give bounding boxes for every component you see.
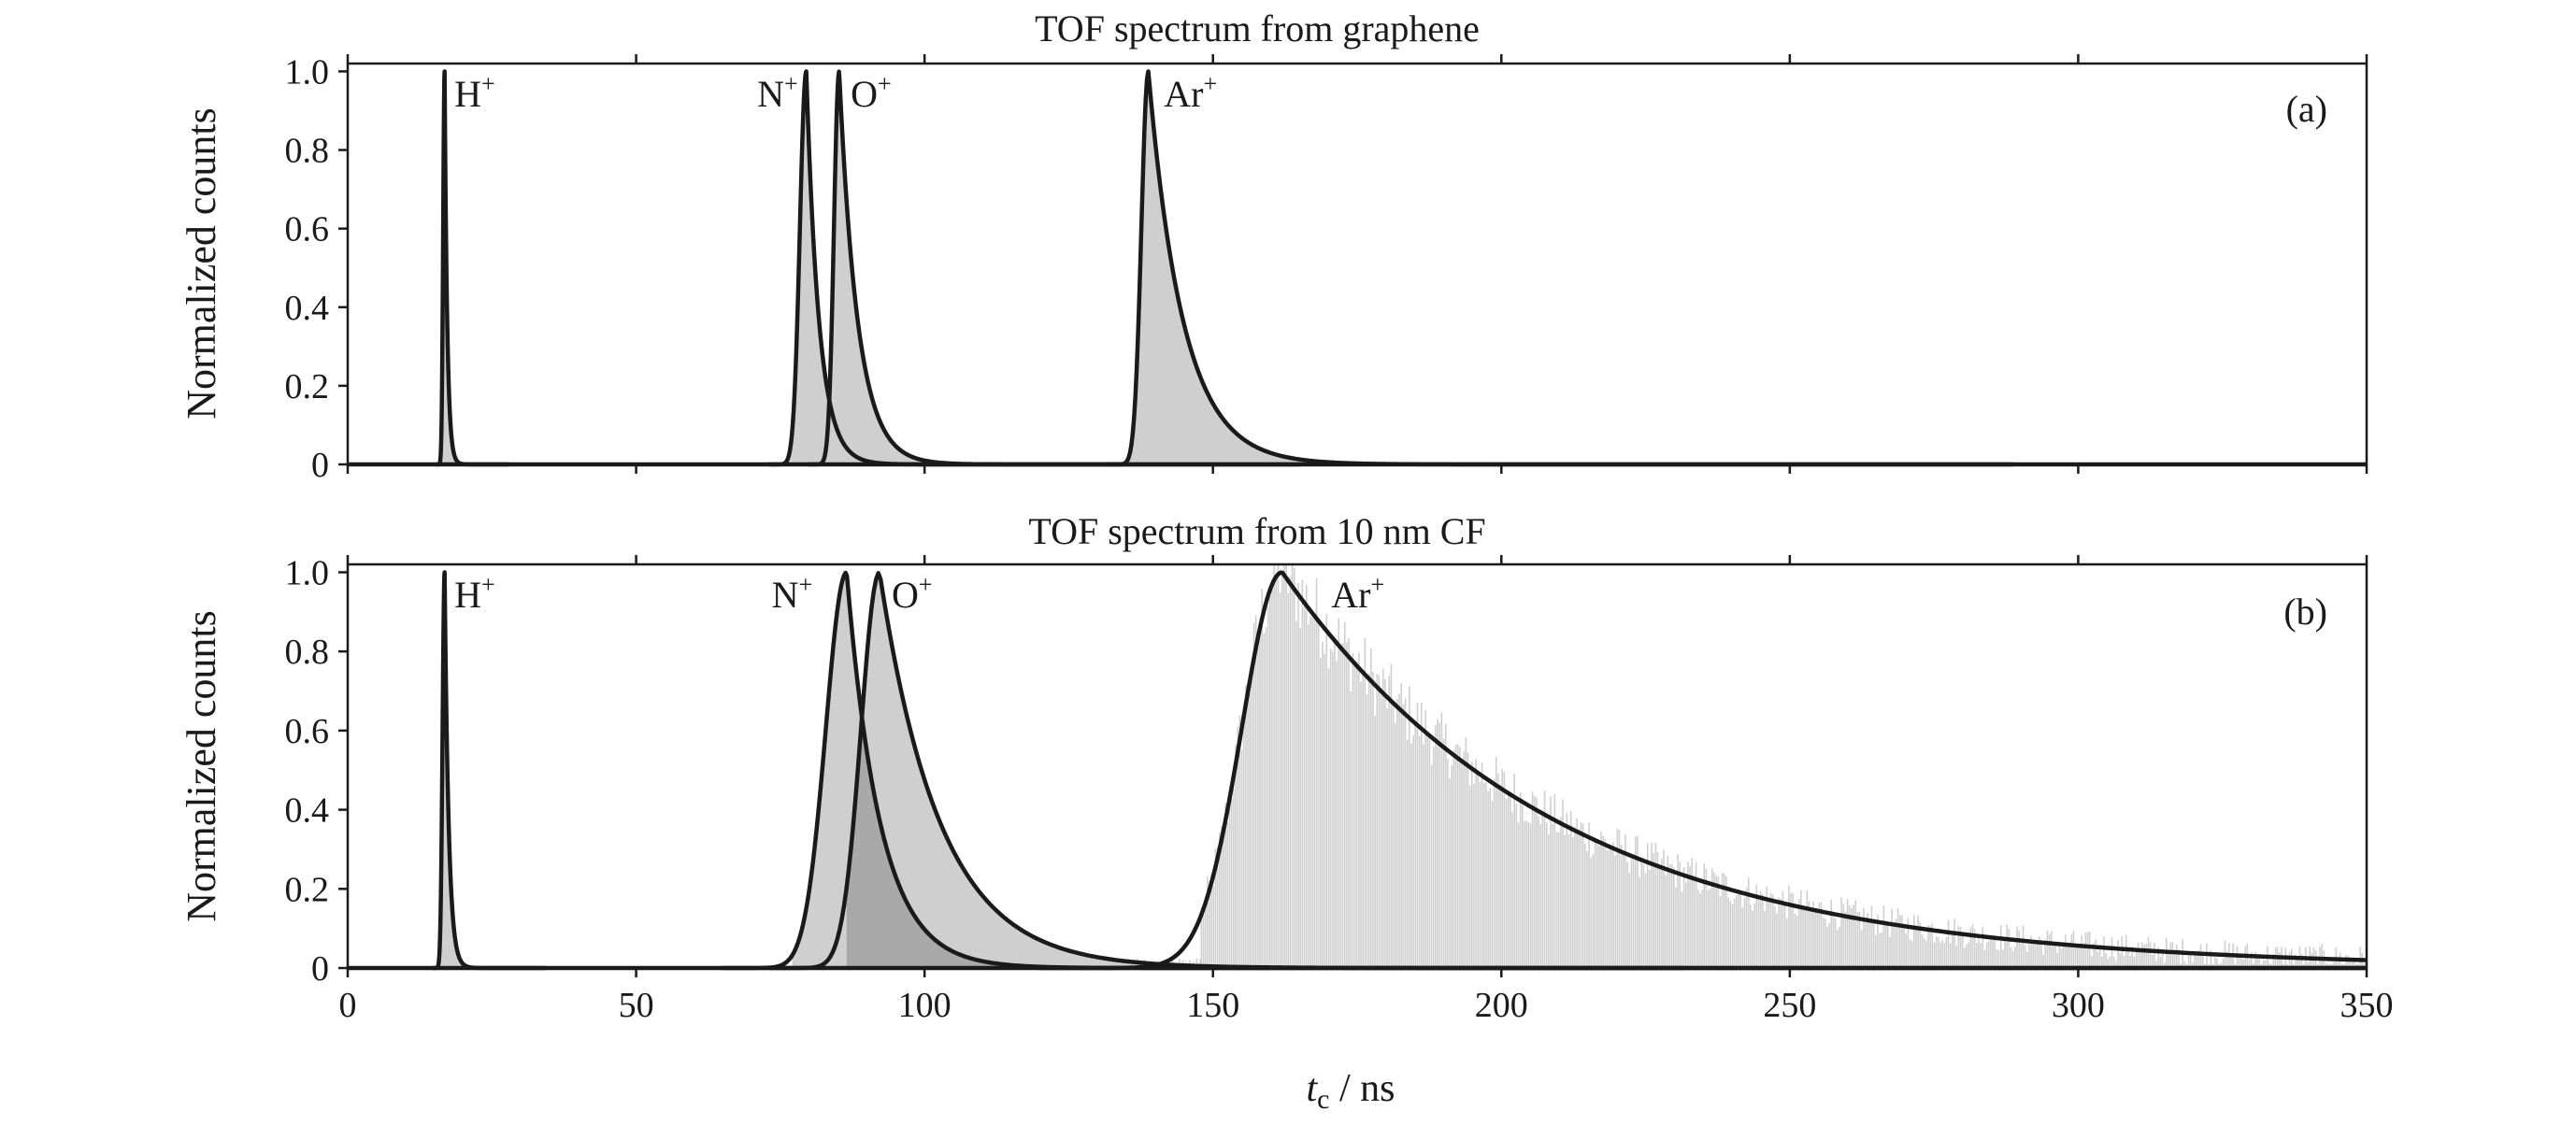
ion-charge: + (1203, 70, 1217, 97)
panel-b-ylabel: Normalized counts (179, 610, 224, 922)
ion-charge: + (798, 571, 812, 598)
ion-symbol: N (772, 574, 799, 616)
ion-label-o: O+ (892, 571, 933, 616)
panel-b-frame (346, 562, 2368, 970)
ion-symbol: O (892, 574, 919, 616)
x-tick-label: 250 (1763, 986, 1816, 1025)
peak-fill-n (774, 71, 1124, 464)
y-tick-label: 0.4 (285, 791, 330, 831)
y-tick-label: 0.2 (285, 870, 330, 909)
ion-label-ar: Ar+ (1331, 571, 1384, 616)
panel-b: TOF spectrum from 10 nm CF 0 50 100 150 200 2… (179, 510, 2394, 1025)
peak-fill-h (436, 572, 546, 968)
ion-symbol: Ar (1164, 73, 1203, 115)
ion-label-h: H+ (454, 571, 495, 616)
ion-charge: + (481, 571, 495, 598)
peak-curve-ar (1039, 570, 2368, 971)
x-tick-label: 150 (1186, 986, 1239, 1025)
panel-b-label: (b) (2283, 591, 2327, 633)
x-tick-label: 100 (898, 986, 952, 1025)
ion-symbol: N (757, 73, 784, 115)
x-tick-label: 300 (2052, 986, 2105, 1025)
peak-curve-ar (1106, 69, 2015, 467)
peak-curve-o (768, 571, 2367, 971)
panel-a-frame (346, 62, 2368, 466)
ion-symbol: H (454, 73, 481, 115)
panel-a-ylabel: Normalized counts (179, 107, 224, 420)
ion-symbol: Ar (1331, 574, 1370, 616)
x-tick-label: 50 (619, 986, 654, 1025)
ion-label-n: N+ (757, 70, 798, 115)
ion-charge: + (784, 70, 798, 97)
y-tick-label: 0.8 (285, 132, 330, 171)
y-tick-label: 0.6 (285, 712, 330, 751)
peak-overlap-fill (846, 719, 1020, 968)
panel-a-title: TOF spectrum from graphene (1035, 7, 1480, 50)
y-tick-label: 0.4 (285, 289, 330, 328)
y-tick-label: 0.2 (285, 367, 330, 406)
ion-label-n: N+ (772, 571, 813, 616)
ion-label-h: H+ (454, 70, 495, 115)
ion-charge: + (919, 571, 933, 598)
ion-charge: + (481, 70, 495, 97)
y-tick-label: 0.6 (285, 210, 330, 249)
ion-charge: + (1370, 571, 1384, 598)
panel-a: TOF spectrum from graphene 0 0.2 0.4 0.6 0.8… (179, 7, 2368, 485)
y-tick-label: 0 (311, 949, 329, 989)
y-tick-label: 1.0 (285, 52, 330, 92)
ion-symbol: H (454, 574, 481, 616)
peak-curve-o (806, 69, 1303, 467)
peak-fill-o (826, 71, 1301, 465)
ion-label-ar: Ar+ (1164, 70, 1217, 115)
y-tick-label: 0 (311, 446, 329, 485)
x-axis-label-unit: / ns (1329, 1067, 1395, 1110)
x-tick-label: 200 (1475, 986, 1528, 1025)
x-axis-label: tc / ns (1306, 1067, 1395, 1115)
y-tick-label: 1.0 (285, 553, 330, 592)
x-tick-label: 0 (339, 986, 357, 1025)
ion-label-o: O+ (851, 70, 892, 115)
x-axis-label-sub: c (1317, 1084, 1329, 1115)
x-axis-label-symbol: t (1306, 1067, 1318, 1110)
ion-charge: + (878, 70, 892, 97)
panel-a-label: (a) (2286, 88, 2327, 130)
panel-b-title: TOF spectrum from 10 nm CF (1028, 510, 1485, 552)
peak-fill-ar (1127, 71, 2014, 464)
ion-symbol: O (851, 73, 878, 115)
y-tick-label: 0.8 (285, 633, 330, 672)
peak-fill-o (821, 573, 2368, 968)
x-tick-label: 350 (2340, 986, 2394, 1025)
